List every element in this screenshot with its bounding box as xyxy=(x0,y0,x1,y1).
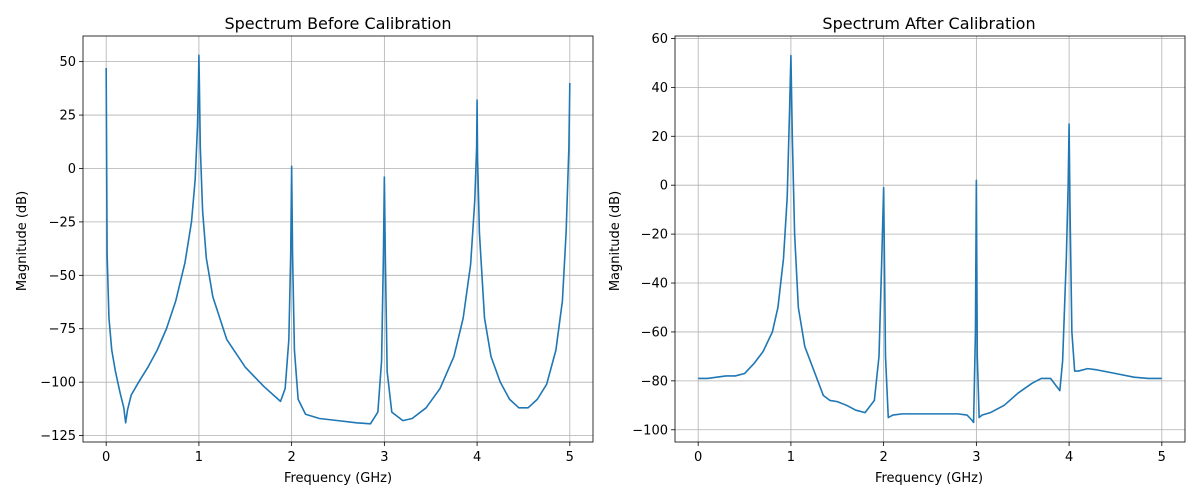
y-tick-label: 20 xyxy=(651,130,668,145)
spectrum-line xyxy=(105,54,571,425)
y-tick-label: −80 xyxy=(641,374,668,389)
chart-after-calibration: Spectrum After Calibration Frequency (GH… xyxy=(608,14,1186,486)
x-tick-label: 1 xyxy=(787,450,795,465)
y-tick-label: −20 xyxy=(641,228,668,243)
y-tick-label: −60 xyxy=(641,325,668,340)
x-tick-label: 4 xyxy=(1065,450,1073,465)
x-tick-label: 1 xyxy=(195,450,203,465)
y-tick-label: −25 xyxy=(49,215,76,230)
x-tick-label: 2 xyxy=(879,450,887,465)
y-tick-label: 25 xyxy=(59,109,76,124)
x-tick-label: 5 xyxy=(566,450,574,465)
x-tick-label: 3 xyxy=(972,450,980,465)
plot-frame xyxy=(82,35,594,443)
y-axis-label: Magnitude (dB) xyxy=(15,191,30,291)
x-tick-label: 5 xyxy=(1158,450,1166,465)
y-tick-label: 50 xyxy=(59,55,76,70)
y-tick-label: −50 xyxy=(49,269,76,284)
y-tick-label: 0 xyxy=(68,162,76,177)
x-tick-label: 4 xyxy=(473,450,481,465)
y-tick-label: 60 xyxy=(651,32,668,47)
y-tick-label: −100 xyxy=(632,423,668,438)
x-tick-label: 0 xyxy=(694,450,702,465)
y-tick-label: −100 xyxy=(40,376,76,391)
y-tick-label: 0 xyxy=(660,179,668,194)
x-tick-label: 0 xyxy=(102,450,110,465)
chart-title: Spectrum Before Calibration xyxy=(224,14,451,33)
y-tick-label: 40 xyxy=(651,81,668,96)
y-tick-label: −125 xyxy=(40,429,76,444)
x-tick-label: 3 xyxy=(380,450,388,465)
chart-title: Spectrum After Calibration xyxy=(822,14,1035,33)
plot-frame xyxy=(674,35,1186,443)
y-axis-label: Magnitude (dB) xyxy=(608,191,623,291)
x-axis-label: Frequency (GHz) xyxy=(284,471,392,486)
x-axis-label: Frequency (GHz) xyxy=(875,471,983,486)
spectrum-line xyxy=(698,54,1162,424)
x-tick-label: 2 xyxy=(287,450,295,465)
chart-before-calibration: Spectrum Before Calibration Frequency (G… xyxy=(15,14,594,486)
y-tick-label: −75 xyxy=(49,322,76,337)
y-tick-label: −40 xyxy=(641,277,668,292)
